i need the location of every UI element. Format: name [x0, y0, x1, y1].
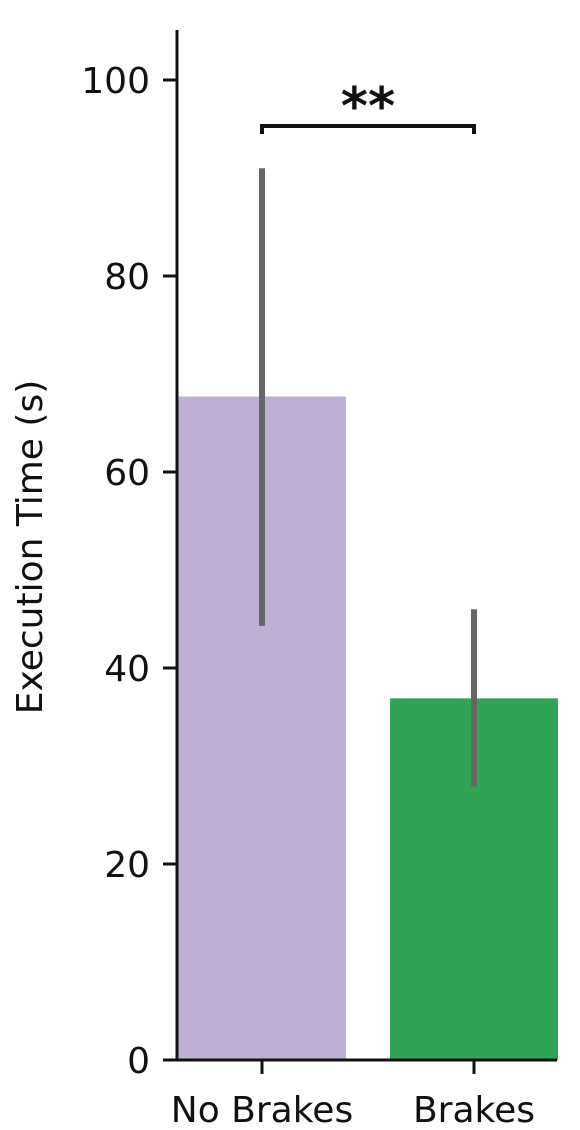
x-ticks-group: No Brakes Brakes	[171, 1060, 535, 1130]
x-tick-label-1: Brakes	[413, 1090, 535, 1130]
y-tick-label-2: 40	[104, 649, 150, 690]
error-bars-group	[259, 168, 477, 787]
bars-group	[178, 396, 558, 1060]
y-tick-label-4: 80	[104, 257, 150, 298]
x-tick-label-0: No Brakes	[171, 1090, 353, 1130]
significance-label: **	[341, 77, 395, 137]
y-tick-label-5: 100	[81, 61, 150, 102]
y-ticks-group: 0 20 40 60 80 100	[81, 61, 177, 1082]
significance-line	[260, 124, 476, 135]
y-axis-label: Execution Time (s)	[10, 380, 51, 715]
y-tick-label-1: 20	[104, 845, 150, 886]
y-tick-label-0: 0	[127, 1041, 150, 1082]
significance-bracket: **	[260, 77, 476, 137]
y-tick-label-3: 60	[104, 453, 150, 494]
